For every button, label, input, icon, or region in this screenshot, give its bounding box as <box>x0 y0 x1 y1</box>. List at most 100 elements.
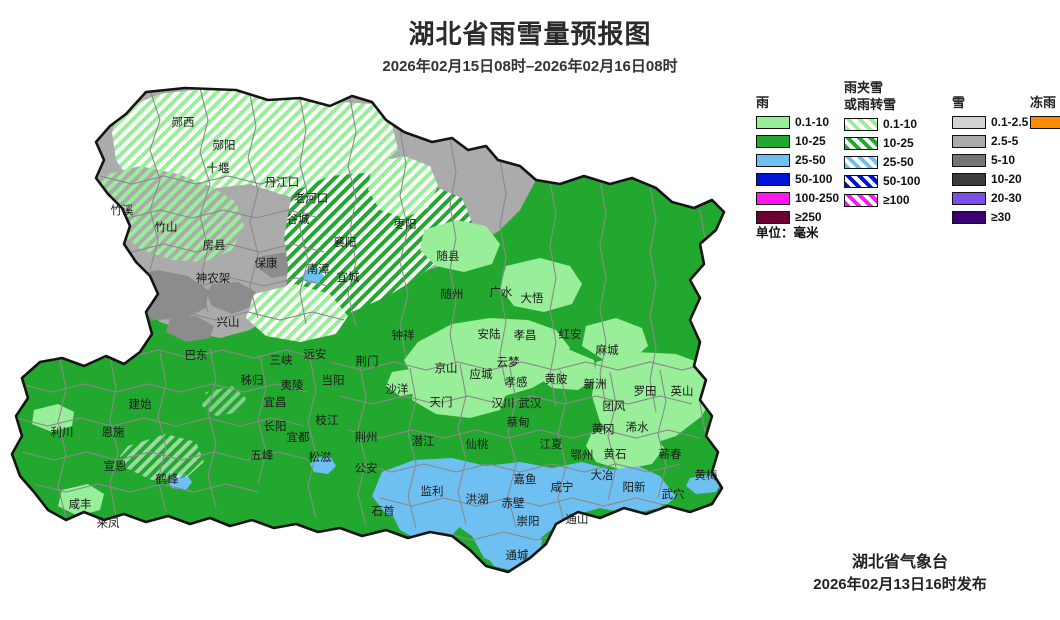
legend-swatch-sleet-1 <box>844 136 878 150</box>
city-label-6: 竹溪 <box>111 203 134 217</box>
city-label-19: 大悟 <box>521 291 544 305</box>
city-label-9: 保康 <box>255 256 278 270</box>
legend-item-snow-3: 10-20 <box>952 170 1030 188</box>
city-label-62: 宣恩 <box>104 459 127 473</box>
map-canvas[interactable]: 郧西 郧阳 十堰 丹江口 老河口 谷城 竹溪 竹山 房县 保康 神农架 兴山 南漳 襄阳 宜城 枣阳 随县 随州 广… <box>0 80 760 620</box>
city-label-46: 仙桃 <box>466 437 489 451</box>
city-label-5: 谷城 <box>287 213 310 226</box>
city-label-59: 建始 <box>129 397 152 411</box>
sleet-speck-hefeng <box>120 434 204 480</box>
legend-label-sleet-2: 25-50 <box>883 155 914 169</box>
legend-label-snow-0: 0.1-2.5 <box>991 115 1029 129</box>
city-label-7: 竹山 <box>155 220 178 234</box>
city-label-48: 潜江 <box>412 434 435 448</box>
issuing-agency: 湖北省气象台 <box>851 554 949 571</box>
city-label-69: 五峰 <box>251 449 274 462</box>
city-label-38: 黄石 <box>604 447 627 461</box>
legend-label-snow-3: 10-20 <box>991 172 1022 186</box>
city-label-44: 汉川 <box>492 397 515 410</box>
city-label-26: 应城 <box>470 367 493 381</box>
city-label-63: 鹤峰 <box>156 472 179 486</box>
city-label-3: 丹江口 <box>265 176 300 189</box>
legend-swatch-snow-0 <box>952 115 986 129</box>
legend-item-rain-3: 50-100 <box>756 170 844 188</box>
city-label-65: 来凤 <box>97 517 120 530</box>
city-label-70: 松滋 <box>309 450 332 464</box>
city-label-76: 嘉鱼 <box>514 472 537 486</box>
city-label-15: 枣阳 <box>394 218 417 231</box>
legend-label-snow-4: 20-30 <box>991 191 1022 205</box>
city-label-78: 咸宁 <box>551 480 574 494</box>
city-label-64: 咸丰 <box>69 498 92 511</box>
legend-item-snow-0: 0.1-2.5 <box>952 113 1030 131</box>
legend-swatch-sleet-0 <box>844 117 878 131</box>
city-label-42: 江夏 <box>540 438 563 451</box>
rain-blue-jianli <box>392 494 462 542</box>
city-label-13: 襄阳 <box>334 235 357 249</box>
legend-column-sleet: 雨夹雪 或雨转雪 0.1-10 10-25 25-50 50-100 ≥100 <box>844 81 952 210</box>
city-label-14: 宜城 <box>337 270 360 284</box>
legend-header-freezing-rain: 冻雨 <box>1030 95 1057 110</box>
city-label-34: 浠水 <box>626 420 649 434</box>
city-label-52: 当阳 <box>322 373 345 387</box>
legend-item-snow-5: ≥30 <box>952 208 1030 226</box>
city-label-0: 郧西 <box>172 116 195 129</box>
legend-label-snow-2: 5-10 <box>991 153 1016 167</box>
legend-item-snow-1: 2.5-5 <box>952 132 1030 150</box>
legend-label-sleet-3: 50-100 <box>883 174 921 188</box>
city-label-66: 长阳 <box>264 420 287 433</box>
city-label-72: 公安 <box>355 461 378 475</box>
precipitation-fill-layer <box>12 88 724 572</box>
legend-swatch-snow-5 <box>952 210 986 224</box>
city-label-68: 枝江 <box>316 413 339 427</box>
legend-item-sleet-0: 0.1-10 <box>844 115 952 133</box>
city-label-2: 十堰 <box>207 161 230 175</box>
water-body-2 <box>686 474 722 494</box>
legend-label-rain-5: ≥250 <box>795 210 822 224</box>
city-label-54: 三峡 <box>270 353 293 367</box>
city-label-41: 阳新 <box>623 480 646 494</box>
city-label-71: 荆州 <box>355 431 378 444</box>
city-label-23: 麻城 <box>596 343 619 357</box>
legend-label-rain-3: 50-100 <box>795 172 833 186</box>
city-label-43: 武汉 <box>519 397 542 410</box>
city-label-10: 神农架 <box>196 271 231 285</box>
city-label-36: 黄梅 <box>695 468 718 482</box>
rain-light-shayang <box>386 368 428 396</box>
rain-light-tianmen <box>412 374 506 418</box>
rain-blue-south <box>372 458 672 566</box>
legend-item-sleet-1: 10-25 <box>844 134 952 152</box>
city-label-28: 黄陂 <box>545 372 568 386</box>
city-label-39: 鄂州 <box>571 449 594 462</box>
legend-label-sleet-0: 0.1-10 <box>883 117 918 131</box>
city-label-60: 利川 <box>51 426 74 439</box>
city-label-79: 崇阳 <box>517 515 540 528</box>
city-label-21: 孝昌 <box>514 329 537 342</box>
city-label-8: 房县 <box>203 239 226 252</box>
city-label-31: 英山 <box>671 384 694 398</box>
page-title: 湖北省雨雪量预报图 <box>408 19 652 49</box>
legend-swatch-snow-1 <box>952 134 986 148</box>
legend-label-sleet-1: 10-25 <box>883 136 914 150</box>
legend-swatch-snow-2 <box>952 153 986 167</box>
legend-swatch-rain-4 <box>756 191 790 205</box>
legend-item-sleet-4: ≥100 <box>844 191 952 209</box>
legend-item-freezing_rain-0 <box>1030 113 1060 131</box>
city-label-18: 广水 <box>490 286 513 299</box>
city-label-30: 罗田 <box>634 385 657 398</box>
city-label-58: 巴东 <box>185 349 208 362</box>
legend-swatch-rain-5 <box>756 210 790 224</box>
province-outline <box>10 86 726 574</box>
legend-swatch-sleet-2 <box>844 155 878 169</box>
city-label-74: 监利 <box>421 485 444 498</box>
legend-header-snow: 雪 <box>952 95 966 110</box>
legend-header-rain: 雨 <box>756 95 770 110</box>
city-label-51: 荆门 <box>356 354 379 368</box>
city-label-11: 兴山 <box>217 316 240 329</box>
legend-swatch-freezing_rain-0 <box>1030 115 1060 129</box>
legend-swatch-snow-4 <box>952 191 986 205</box>
legend-item-sleet-3: 50-100 <box>844 172 952 190</box>
issue-time: 2026年02月13日16时发布 <box>813 576 987 593</box>
